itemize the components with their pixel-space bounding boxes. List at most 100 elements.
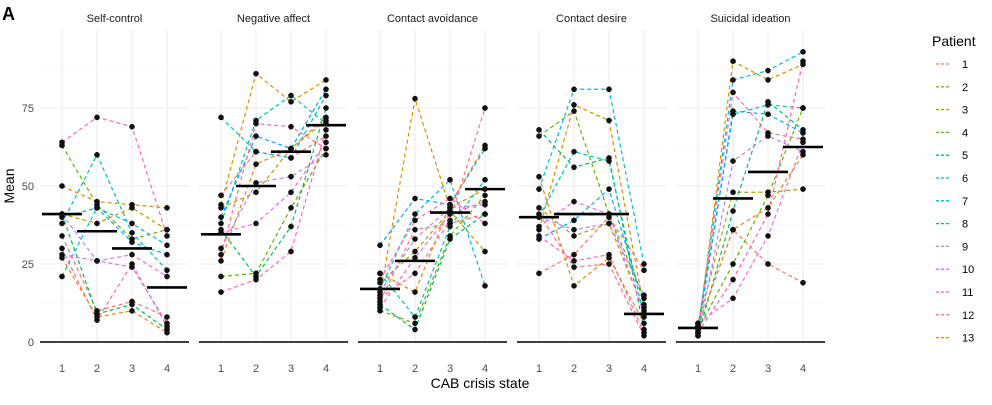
legend-label: 8 <box>962 219 968 231</box>
data-point-patient-1 <box>323 133 329 139</box>
data-point-patient-9 <box>641 292 647 299</box>
data-point-patient-13 <box>765 205 771 211</box>
x-tick-label: 2 <box>571 363 577 375</box>
data-point-patient-11 <box>730 276 736 283</box>
data-point-patient-11 <box>377 276 383 283</box>
panel-self-control: Self-control 1 2 3 4 <box>40 13 189 375</box>
data-point-patient-1 <box>800 279 806 286</box>
data-point-patient-2 <box>482 186 488 192</box>
data-point-patient-11 <box>765 211 771 217</box>
data-point-patient-7 <box>164 242 170 249</box>
legend-label: 6 <box>962 173 968 185</box>
data-point-patient-2 <box>253 70 259 77</box>
data-point-patient-8 <box>377 242 383 249</box>
series-line-patient-12 <box>220 122 327 255</box>
series-line-patient-9 <box>697 135 804 336</box>
data-point-patient-11 <box>536 233 542 239</box>
data-point-patient-12 <box>571 264 577 270</box>
panel-contact-avoidance: Contact avoidance 1 2 3 4 <box>358 13 507 375</box>
data-point-patient-12 <box>765 130 771 136</box>
series-line-patient-8 <box>220 88 327 218</box>
data-point-patient-10 <box>288 189 294 196</box>
series-line-patient-2 <box>379 98 486 296</box>
data-point-patient-13 <box>641 320 647 327</box>
data-point-patient-12 <box>482 105 488 111</box>
y-tick-label: 75 <box>22 103 34 115</box>
panel-title: Negative affect <box>237 13 310 25</box>
panel-negative-affect: Negative affect 1 2 3 4 <box>199 13 348 375</box>
data-point-patient-11 <box>412 217 418 224</box>
data-point-patient-4 <box>765 192 771 199</box>
data-point-patient-13 <box>377 270 383 277</box>
legend-label: 1 <box>962 59 968 71</box>
legend-label: 10 <box>962 264 974 276</box>
data-point-patient-6 <box>129 229 135 236</box>
data-point-patient-10 <box>571 198 577 205</box>
panel-title: Contact avoidance <box>387 13 478 25</box>
data-point-patient-5 <box>571 164 577 171</box>
x-tick-label: 3 <box>447 363 453 375</box>
data-point-patient-12 <box>536 211 542 217</box>
panel-title: Suicidal ideation <box>710 13 790 25</box>
data-point-patient-6 <box>482 176 488 183</box>
data-point-patient-2 <box>606 117 612 124</box>
data-point-patient-10 <box>765 233 771 239</box>
data-point-patient-3 <box>800 186 806 192</box>
series-line-patient-4 <box>697 107 804 330</box>
data-point-patient-10 <box>412 254 418 261</box>
data-point-patient-4 <box>412 320 418 327</box>
data-point-patient-3 <box>218 205 224 211</box>
series-line-patient-5 <box>538 129 645 330</box>
series-line-patient-12 <box>697 91 804 330</box>
data-point-patient-3 <box>482 248 488 255</box>
data-point-patient-10 <box>730 295 736 302</box>
data-point-patient-13 <box>59 254 65 261</box>
data-point-patient-12 <box>447 217 453 224</box>
data-point-patient-5 <box>536 127 542 133</box>
data-point-patient-1 <box>536 270 542 277</box>
x-tick-label: 1 <box>695 363 701 375</box>
data-point-patient-7 <box>412 211 418 217</box>
data-point-patient-4 <box>218 273 224 280</box>
data-point-patient-12 <box>730 89 736 96</box>
data-point-patient-6 <box>765 102 771 108</box>
data-point-patient-12 <box>253 120 259 127</box>
legend-label: 5 <box>962 150 968 162</box>
data-point-patient-11 <box>94 114 100 121</box>
y-axis-title: Mean <box>1 168 17 203</box>
x-tick-label: 1 <box>536 363 542 375</box>
data-point-patient-11 <box>571 258 577 264</box>
series-line-patient-3 <box>61 207 168 231</box>
x-tick-label: 4 <box>323 363 329 375</box>
series-line-patient-4 <box>538 110 645 299</box>
series-line-patient-7 <box>61 207 168 277</box>
series-line-patient-7 <box>697 51 804 330</box>
legend-label: 2 <box>962 82 968 94</box>
data-point-patient-7 <box>765 67 771 74</box>
legend-title: Patient <box>932 33 976 49</box>
data-point-patient-6 <box>94 151 100 158</box>
x-tick-label: 3 <box>606 363 612 375</box>
data-point-patient-5 <box>447 236 453 242</box>
series-line-patient-13 <box>379 145 486 293</box>
series-line-patient-5 <box>697 100 804 336</box>
data-point-patient-11 <box>59 139 65 146</box>
series-line-patient-9 <box>61 213 168 324</box>
x-tick-label: 3 <box>288 363 294 375</box>
series-line-patient-3 <box>379 210 486 284</box>
data-point-patient-13 <box>218 258 224 264</box>
data-point-patient-7 <box>218 114 224 121</box>
data-point-patient-13 <box>129 307 135 314</box>
data-point-patient-12 <box>412 270 418 277</box>
data-point-patient-9 <box>730 158 736 164</box>
series-line-patient-5 <box>220 107 327 278</box>
data-point-patient-11 <box>482 220 488 227</box>
data-point-patient-13 <box>800 151 806 158</box>
data-point-patient-11 <box>164 233 170 239</box>
data-point-patient-3 <box>730 189 736 196</box>
data-point-patient-8 <box>94 205 100 211</box>
x-tick-label: 4 <box>641 363 647 375</box>
data-point-patient-11 <box>447 195 453 202</box>
data-point-patient-4 <box>571 108 577 114</box>
